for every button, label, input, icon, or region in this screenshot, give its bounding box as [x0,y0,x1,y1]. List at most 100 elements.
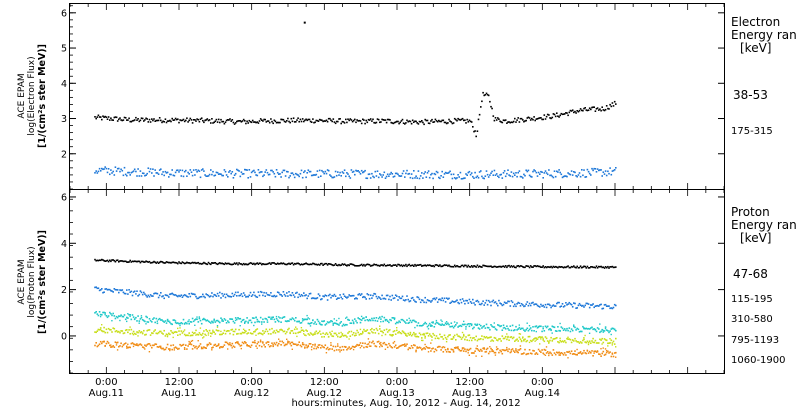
point-1-3 [421,337,423,339]
point-0-1 [131,171,134,173]
point-0-0 [293,121,296,123]
point-1-1 [450,301,453,304]
point-1-4 [594,350,597,352]
point-1-2 [241,319,244,321]
point-0-1 [219,173,221,175]
point-1-0 [610,266,613,268]
point-0-1 [345,175,347,178]
point-1-2 [376,320,379,322]
point-1-4 [489,350,491,353]
proton-ylabel-line2: log(Proton Flux) [27,246,37,317]
point-1-0 [574,266,576,269]
point-1-1 [601,307,603,310]
point-1-1 [615,304,617,307]
point-0-1 [360,169,363,172]
point-0-0 [204,119,206,122]
point-1-4 [553,352,556,354]
point-0-1 [567,172,569,174]
point-1-4 [615,351,617,354]
point-1-4 [559,352,561,355]
point-0-1 [604,170,607,172]
point-0-0 [533,116,535,118]
point-1-4 [272,344,274,346]
point-1-4 [368,345,371,347]
point-1-1 [534,303,536,305]
point-1-1 [612,306,615,309]
point-0-1 [451,177,454,180]
point-0-1 [357,170,359,172]
point-0-1 [528,174,531,177]
point-0-1 [121,169,124,172]
point-0-0 [354,118,356,121]
point-1-0 [140,260,143,263]
point-1-1 [244,294,246,296]
point-1-1 [551,305,554,307]
point-0-1 [511,175,514,178]
point-1-4 [258,344,261,347]
point-1-3 [413,331,415,334]
point-1-2 [548,328,550,331]
point-0-0 [291,120,294,123]
point-0-1 [245,169,247,171]
point-0-0 [463,119,465,122]
point-1-3 [577,341,580,343]
point-1-1 [600,303,602,306]
point-0-1 [515,172,517,174]
point-1-0 [476,264,479,267]
point-1-1 [151,295,153,297]
point-1-1 [99,289,102,291]
point-1-2 [349,322,352,324]
point-1-0 [494,265,497,268]
point-1-0 [185,262,187,264]
point-0-0 [322,120,324,123]
point-1-3 [424,337,426,339]
point-1-4 [254,341,256,344]
point-1-2 [234,319,237,322]
point-0-0 [339,118,341,120]
point-1-3 [240,332,243,335]
point-0-1 [300,169,303,172]
point-1-1 [467,302,470,304]
point-1-1 [148,295,151,298]
point-1-3 [415,333,417,335]
point-0-1 [540,170,542,173]
point-1-1 [546,303,549,306]
point-1-2 [316,318,319,321]
point-1-4 [545,346,548,348]
point-1-4 [107,342,110,344]
point-0-1 [262,175,264,178]
point-1-1 [127,293,129,295]
point-1-4 [425,345,428,348]
point-1-3 [418,332,421,334]
point-0-1 [308,170,311,173]
point-0-0 [579,108,582,110]
point-0-1 [321,169,323,172]
point-0-1 [189,169,192,171]
point-0-0 [314,121,316,124]
point-1-2 [300,321,303,324]
point-1-2 [390,319,392,322]
point-1-2 [550,328,552,331]
point-0-1 [236,168,238,171]
point-1-1 [95,286,97,288]
point-1-2 [233,322,236,324]
point-1-4 [264,346,266,348]
point-1-1 [166,294,169,297]
point-0-1 [404,176,406,178]
point-0-0 [373,121,375,124]
point-1-4 [314,345,316,347]
point-0-0 [493,119,496,122]
point-0-0 [571,109,574,111]
point-1-4 [486,347,489,350]
point-1-2 [354,318,356,320]
point-1-2 [299,322,302,324]
point-0-0 [604,108,607,111]
point-1-1 [549,304,551,307]
point-1-2 [133,318,136,320]
point-0-0 [441,119,443,122]
point-1-0 [338,263,340,266]
point-0-0 [265,121,268,123]
point-0-0 [186,117,188,119]
point-0-0 [435,120,438,122]
point-1-4 [172,344,175,346]
